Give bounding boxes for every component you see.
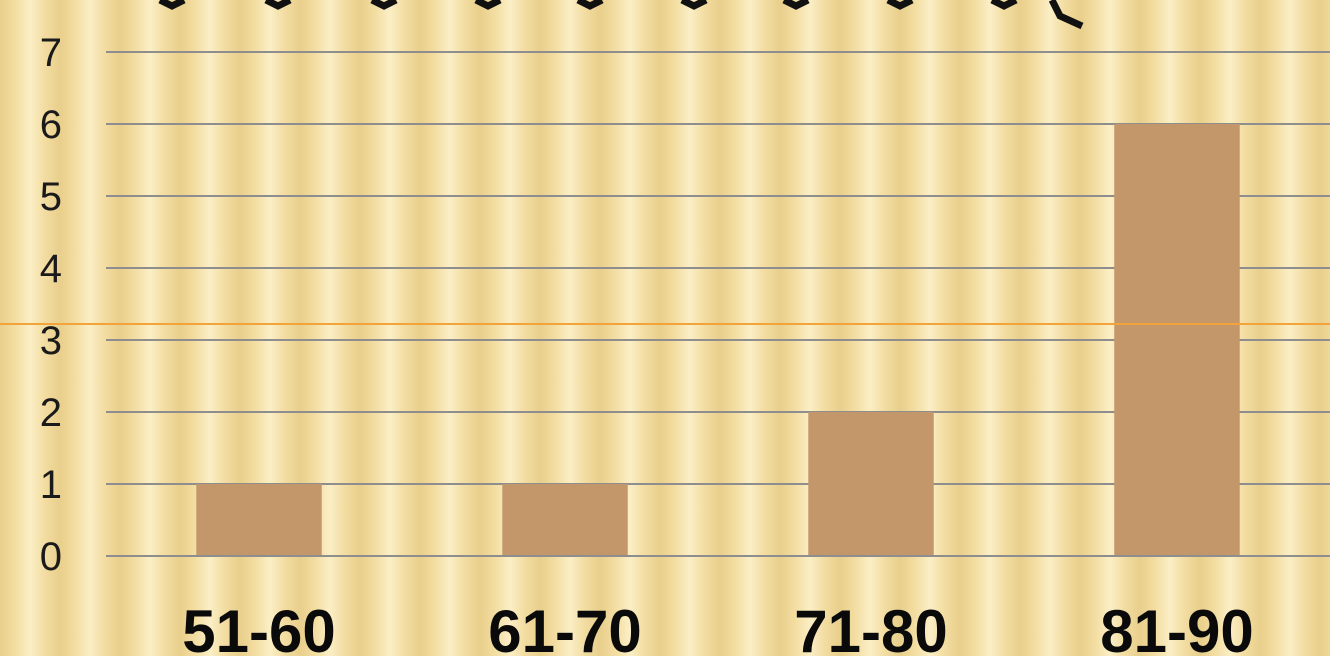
y-tick-label: 2 <box>40 391 62 435</box>
bar <box>196 484 322 556</box>
cut-off-title-marks <box>158 0 1084 30</box>
bars <box>196 124 1240 556</box>
y-tick-label: 3 <box>40 319 62 363</box>
x-axis-category-labels: 51-60 61-70 71-80 81-90 <box>182 598 1253 656</box>
x-category-label: 81-90 <box>1100 598 1253 656</box>
y-tick-label: 7 <box>40 31 62 75</box>
bar <box>1114 124 1240 556</box>
bar <box>808 412 934 556</box>
bar <box>502 484 628 556</box>
y-axis-tick-labels: 0 1 2 3 4 5 6 7 <box>40 31 62 579</box>
y-tick-label: 4 <box>40 247 62 291</box>
x-category-label: 71-80 <box>794 598 947 656</box>
y-tick-label: 5 <box>40 175 62 219</box>
gridlines <box>106 51 1330 485</box>
y-tick-label: 6 <box>40 103 62 147</box>
y-tick-label: 0 <box>40 535 62 579</box>
y-tick-label: 1 <box>40 463 62 507</box>
x-category-label: 51-60 <box>182 598 335 656</box>
x-category-label: 61-70 <box>488 598 641 656</box>
